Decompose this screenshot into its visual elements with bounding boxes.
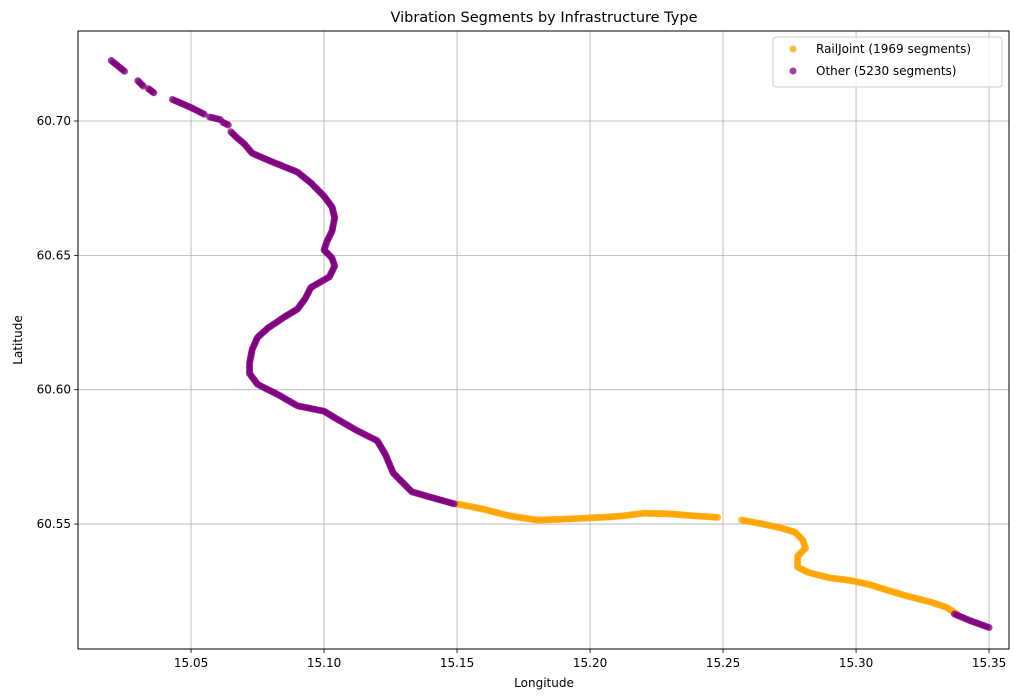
- data-point: [200, 110, 208, 118]
- plot-area-frame: [77, 30, 1010, 650]
- legend-marker-railjoint: [789, 45, 797, 53]
- series-railjoint: [453, 500, 961, 618]
- chart-title: Vibration Segments by Infrastructure Typ…: [390, 10, 697, 26]
- legend-label-other: Other (5230 segments): [816, 64, 957, 78]
- data-point: [985, 624, 993, 632]
- x-axis-ticks: 15.05 15.10 15.15 15.20 15.25 15.30 15.35: [174, 649, 1006, 670]
- y-tick-label: 60.70: [37, 114, 71, 128]
- grid: [78, 31, 1009, 649]
- x-tick-label: 15.10: [307, 656, 341, 670]
- y-axis-ticks: 60.55 60.60 60.65 60.70: [37, 114, 78, 531]
- data-point: [224, 121, 232, 129]
- data-markers: [107, 57, 993, 632]
- x-axis-label: Longitude: [514, 676, 574, 690]
- y-axis-label: Latitude: [11, 315, 25, 364]
- data-point: [714, 513, 722, 521]
- series-other: [107, 57, 993, 632]
- legend: RailJoint (1969 segments) Other (5230 se…: [772, 36, 1003, 88]
- data-point: [450, 500, 458, 508]
- x-tick-label: 15.05: [174, 656, 208, 670]
- x-tick-label: 15.20: [573, 656, 607, 670]
- data-point: [139, 82, 147, 90]
- x-tick-label: 15.15: [440, 656, 474, 670]
- data-point: [121, 67, 129, 75]
- x-tick-label: 15.30: [839, 656, 873, 670]
- legend-marker-other: [789, 67, 797, 75]
- x-tick-label: 15.25: [706, 656, 740, 670]
- y-tick-label: 60.60: [37, 383, 71, 397]
- legend-label-railjoint: RailJoint (1969 segments): [816, 42, 971, 56]
- data-point: [150, 89, 158, 97]
- legend-box: [772, 36, 1003, 88]
- y-tick-label: 60.65: [37, 248, 71, 262]
- y-tick-label: 60.55: [37, 517, 71, 531]
- x-tick-label: 15.35: [972, 656, 1006, 670]
